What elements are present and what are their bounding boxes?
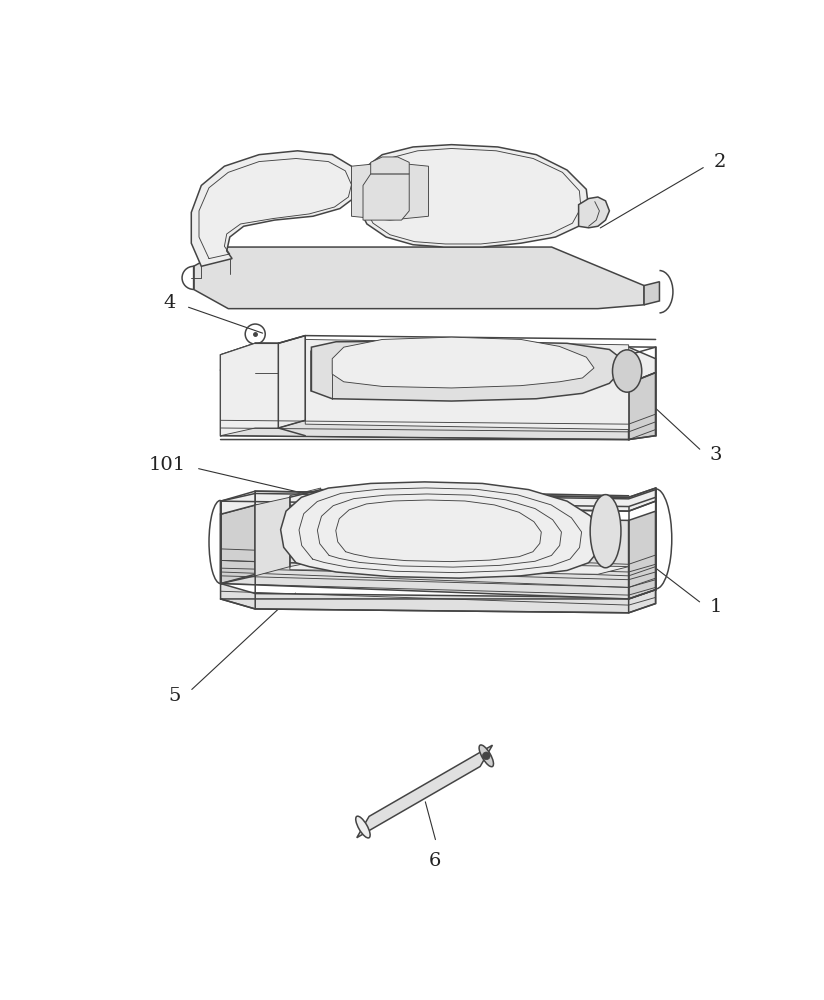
Polygon shape [221,490,656,514]
Text: 3: 3 [709,446,722,464]
Text: 101: 101 [149,456,186,474]
Ellipse shape [612,350,642,392]
Polygon shape [191,151,359,266]
Polygon shape [255,497,290,576]
Ellipse shape [590,495,621,568]
Polygon shape [221,584,656,613]
Text: 1: 1 [709,598,722,616]
Polygon shape [221,336,305,436]
Circle shape [482,752,490,760]
Polygon shape [629,373,656,440]
Polygon shape [371,157,410,174]
Polygon shape [221,505,255,584]
Polygon shape [305,339,629,430]
Polygon shape [578,197,610,228]
Text: 6: 6 [428,852,441,869]
Polygon shape [194,247,644,309]
Polygon shape [332,337,594,388]
Polygon shape [221,370,629,440]
Polygon shape [311,341,620,401]
Polygon shape [221,343,656,383]
Polygon shape [352,162,428,220]
Ellipse shape [356,816,370,838]
Polygon shape [290,560,629,574]
Polygon shape [359,145,588,247]
Text: 2: 2 [714,153,726,171]
Polygon shape [363,174,410,220]
Polygon shape [221,514,629,599]
Ellipse shape [479,745,494,767]
Text: 5: 5 [168,687,180,705]
Polygon shape [357,745,493,838]
Polygon shape [629,511,656,599]
Polygon shape [281,482,602,578]
Polygon shape [644,282,659,305]
Text: 4: 4 [163,294,176,312]
